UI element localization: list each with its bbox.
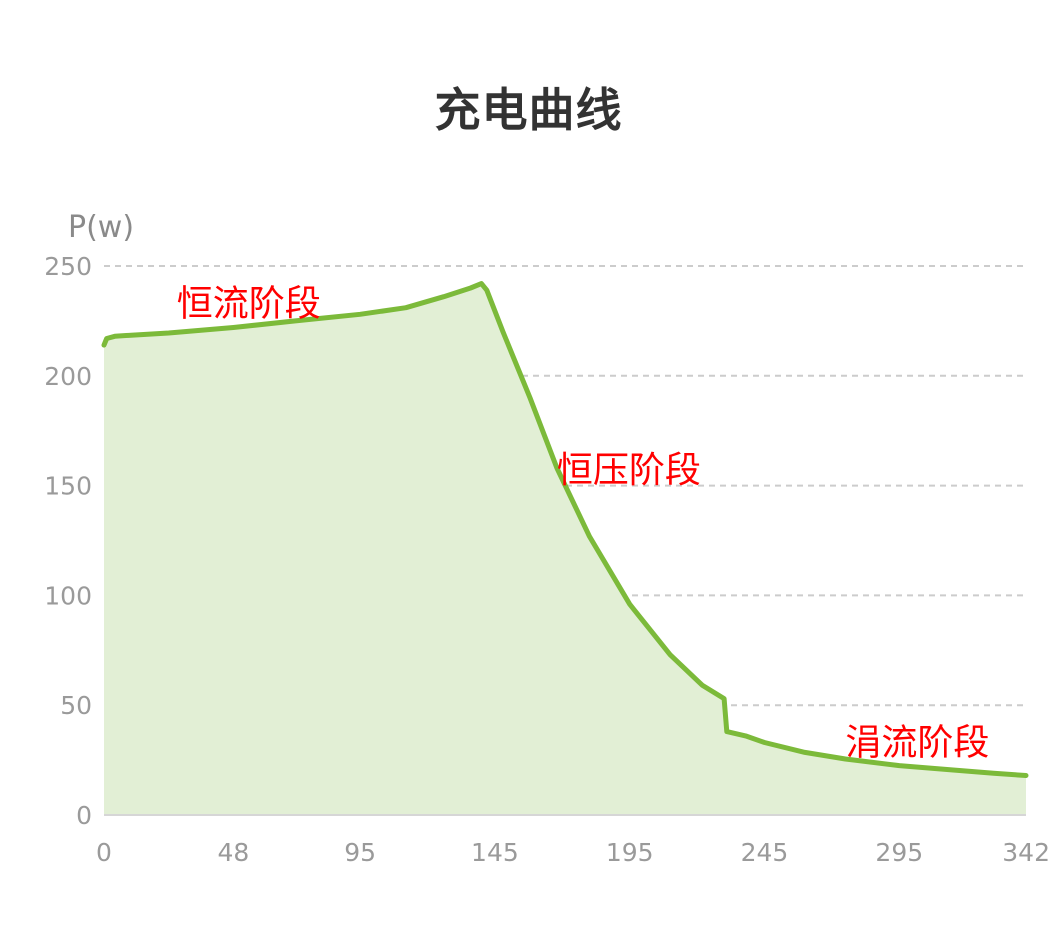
y-tick-label-150: 150: [44, 472, 92, 501]
y-tick-label-100: 100: [44, 581, 92, 610]
power-line: [101, 281, 1029, 778]
x-tick-labels: 0 48 95 145 195 245 295 342: [96, 838, 1050, 867]
y-axis-label: P(w): [68, 210, 134, 245]
phase-label-1: 恒压阶段: [557, 450, 701, 491]
x-tick-label-342: 342: [1002, 838, 1050, 867]
phase-label-0: 恒流阶段: [177, 283, 321, 324]
phase-label-2: 涓流阶段: [845, 723, 989, 764]
y-tick-label-0: 0: [76, 801, 92, 830]
y-tick-labels: 0 50 100 150 200 250: [44, 252, 92, 830]
x-tick-label-48: 48: [217, 838, 249, 867]
x-tick-label-295: 295: [875, 838, 923, 867]
x-tick-label-0: 0: [96, 838, 112, 867]
x-tick-label-195: 195: [606, 838, 654, 867]
y-tick-label-200: 200: [44, 362, 92, 391]
y-tick-label-250: 250: [44, 252, 92, 281]
x-tick-label-245: 245: [741, 838, 789, 867]
y-tick-label-50: 50: [60, 691, 92, 720]
x-tick-label-145: 145: [471, 838, 519, 867]
x-tick-label-95: 95: [344, 838, 376, 867]
chart-title: 充电曲线: [434, 83, 623, 137]
area-fill: [104, 283, 1026, 816]
